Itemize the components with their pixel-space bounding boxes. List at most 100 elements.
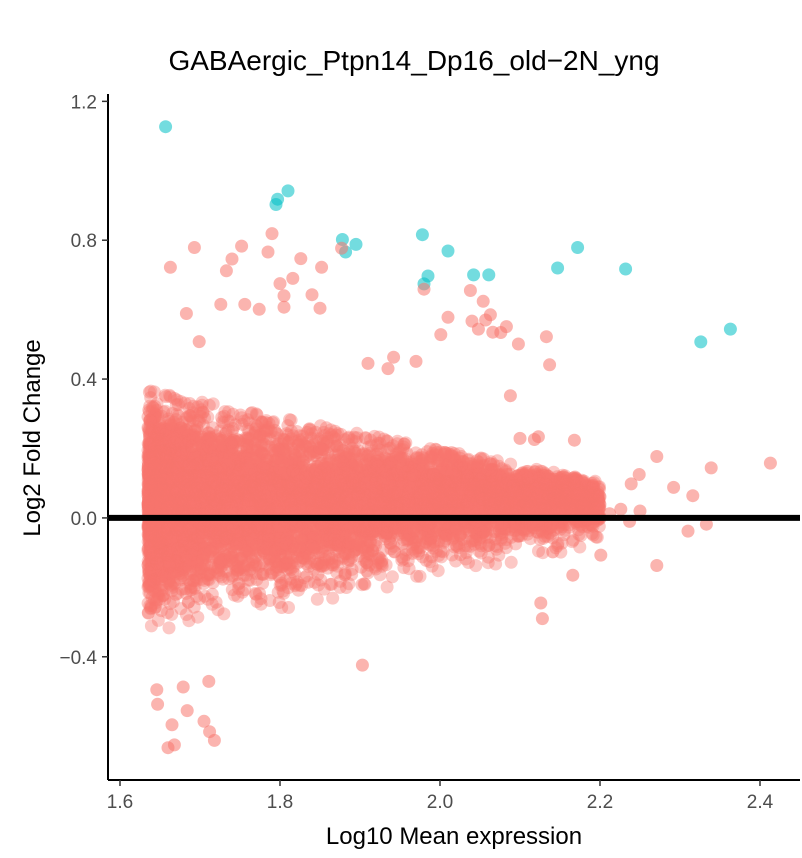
data-point xyxy=(312,546,326,560)
data-point xyxy=(233,504,247,518)
data-point xyxy=(336,498,350,512)
data-point xyxy=(373,436,387,450)
data-point xyxy=(550,470,564,484)
data-point xyxy=(469,559,483,573)
data-point xyxy=(145,578,158,592)
data-point xyxy=(193,406,207,420)
data-point xyxy=(235,481,249,495)
data-point xyxy=(180,411,194,425)
data-point xyxy=(207,460,221,474)
data-point xyxy=(348,544,362,557)
data-point xyxy=(338,450,352,464)
data-point xyxy=(262,497,276,511)
data-point xyxy=(210,528,224,542)
data-point xyxy=(169,460,183,474)
data-point xyxy=(175,534,189,548)
data-point xyxy=(330,464,344,478)
data-point xyxy=(519,489,533,503)
data-point xyxy=(150,434,164,448)
data-point xyxy=(178,530,192,543)
data-point xyxy=(375,456,389,470)
data-point xyxy=(238,526,252,540)
data-point xyxy=(515,478,529,492)
data-point xyxy=(374,453,387,467)
data-point xyxy=(352,498,366,512)
data-point xyxy=(385,498,399,512)
data-point xyxy=(230,503,243,517)
data-point xyxy=(457,475,471,489)
data-point xyxy=(280,470,294,484)
data-point xyxy=(142,565,156,579)
data-point xyxy=(437,525,451,539)
data-point xyxy=(162,574,176,588)
data-point xyxy=(173,538,187,552)
data-point xyxy=(264,532,278,546)
data-point xyxy=(235,474,249,488)
data-point xyxy=(324,525,338,539)
data-point xyxy=(528,465,542,478)
data-point xyxy=(192,454,206,468)
data-point xyxy=(221,530,234,544)
data-point xyxy=(341,526,355,540)
data-point xyxy=(199,500,213,514)
data-point xyxy=(299,526,313,540)
data-point xyxy=(446,498,460,512)
data-point xyxy=(415,466,429,480)
data-point xyxy=(411,483,425,497)
data-point xyxy=(334,519,348,533)
data-point xyxy=(194,493,208,507)
data-point xyxy=(295,482,309,496)
data-point xyxy=(155,519,169,533)
data-point xyxy=(211,525,225,539)
data-point xyxy=(321,480,335,493)
data-point xyxy=(146,454,160,468)
data-point xyxy=(393,492,407,506)
data-point xyxy=(440,499,454,512)
data-point xyxy=(283,572,297,586)
data-point xyxy=(200,484,214,498)
data-point xyxy=(302,484,316,498)
data-point xyxy=(447,471,461,485)
data-point xyxy=(393,477,407,491)
data-point xyxy=(548,486,562,500)
data-point xyxy=(159,535,173,549)
data-point xyxy=(304,538,318,552)
data-point xyxy=(336,491,349,505)
data-point xyxy=(384,496,398,510)
data-point xyxy=(449,459,463,473)
data-point xyxy=(250,521,264,535)
data-point xyxy=(209,595,223,609)
data-point xyxy=(394,443,407,456)
data-point xyxy=(307,444,321,458)
data-point xyxy=(145,553,159,567)
data-point xyxy=(234,490,248,504)
data-point xyxy=(380,580,394,594)
data-point xyxy=(324,540,337,554)
data-point xyxy=(413,493,427,507)
data-point xyxy=(468,475,482,489)
data-point xyxy=(184,503,198,517)
data-point xyxy=(192,536,206,550)
data-point xyxy=(308,521,322,535)
data-point xyxy=(273,547,287,561)
data-point xyxy=(490,504,504,518)
data-point xyxy=(332,545,346,559)
data-point xyxy=(206,443,220,457)
data-point xyxy=(563,494,577,508)
data-point xyxy=(245,468,259,482)
data-point xyxy=(267,518,281,532)
data-point xyxy=(166,526,180,540)
data-point xyxy=(499,499,513,513)
data-point xyxy=(316,524,330,538)
data-point xyxy=(231,488,245,502)
data-point xyxy=(144,545,158,559)
data-point xyxy=(245,461,259,475)
data-point xyxy=(289,451,303,465)
data-point xyxy=(142,494,156,508)
data-point xyxy=(322,451,336,465)
data-point xyxy=(280,519,294,533)
data-point xyxy=(514,501,528,515)
data-point xyxy=(449,480,463,494)
data-point xyxy=(148,474,161,488)
data-point xyxy=(142,525,156,539)
